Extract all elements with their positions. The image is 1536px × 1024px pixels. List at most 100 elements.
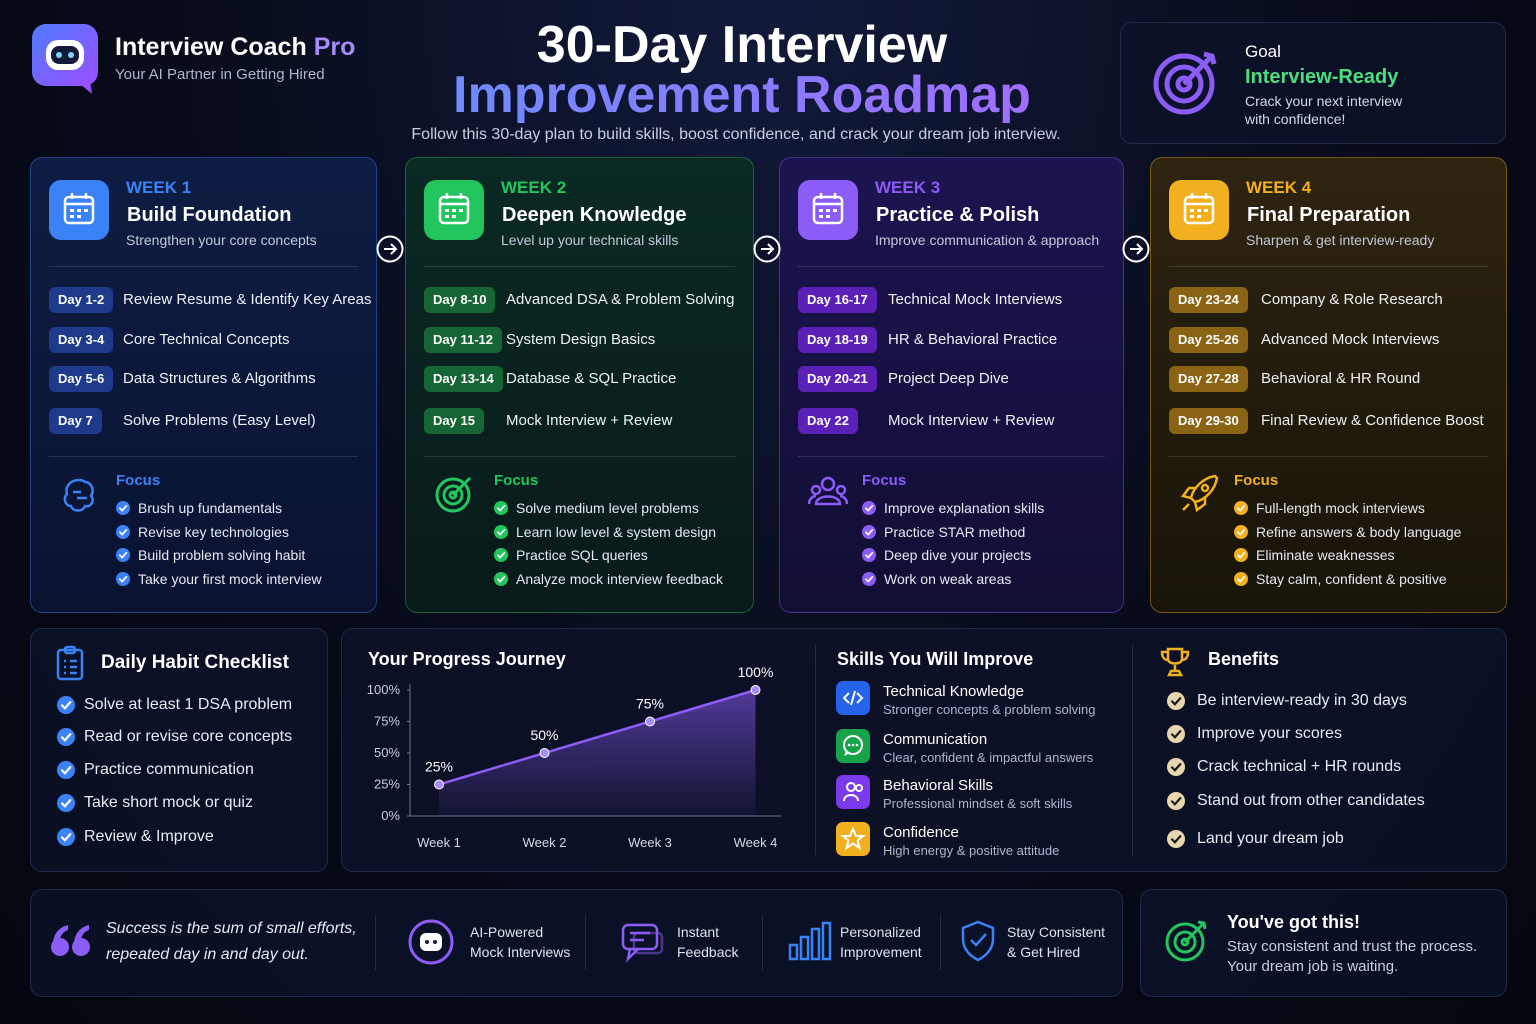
focus-icon-part-part [435,476,472,513]
focus-icon-part-part-part [435,477,471,513]
check [1167,758,1185,776]
day-task: Mock Interview + Review [888,412,1055,429]
quote-icon-part [51,925,90,956]
footer-box [30,889,1123,997]
checklist-item: Review & Improve [84,828,214,845]
cta-text: Stay consistent and trust the process. [1227,938,1478,955]
focus-check-part [494,548,508,562]
focus-check-part [116,548,130,562]
feature-text: Improvement [840,944,922,960]
arrow-part [376,235,404,263]
arrow [376,235,404,263]
checklist-item: Practice communication [84,761,254,778]
focus-check-part [1234,548,1248,562]
title-line2: Improvement Roadmap [392,64,1092,126]
week-subtitle: Strengthen your core concepts [126,232,317,248]
day-task: Project Deep Dive [888,370,1009,387]
trophy-icon [1158,645,1192,679]
cta-text: Your dream job is waiting. [1227,958,1399,975]
logo-part [32,24,98,94]
week-title: Build Foundation [127,204,292,226]
feature-icon-part-part [621,923,664,963]
focus-check-part-part [865,528,874,536]
cta-box [1140,889,1507,997]
week-icon-part-part [445,209,463,218]
week-icon-part-part-part [452,215,456,218]
day-task: Solve Problems (Easy Level) [123,412,316,429]
focus-check [862,501,876,515]
week-title: Deepen Knowledge [502,204,687,226]
focus-check-part-part [1234,548,1248,562]
focus-check-part-part [1234,572,1248,586]
focus-check-part-part [862,501,876,515]
divider [798,456,1105,457]
focus-check [862,525,876,539]
check-part-part [57,696,75,714]
focus-item: Deep dive your projects [884,547,1032,563]
line [438,688,756,786]
feature-icon [408,919,454,965]
focus-icon-part [435,476,472,513]
feature-icon-part-part-part [799,935,810,961]
goal-icon-part-part-part [1182,51,1217,86]
check-part [1167,692,1185,710]
skill-desc: Clear, confident & impactful answers [883,750,1094,765]
feature-icon [620,919,666,965]
week-icon-part-part-part [826,209,830,212]
check [1167,792,1185,810]
check-part [1167,758,1185,776]
focus-check [494,525,508,539]
skill-icon-part [836,681,870,715]
skill-icon-part-part [840,826,866,851]
day-pill: Day 3-4 [49,327,114,353]
week-icon-part-part-part [1197,215,1201,218]
week-icon-part-part-part [77,209,81,212]
week-icon-part-part [70,209,88,218]
focus-check-part-part [494,525,508,539]
divider [815,645,816,855]
focus-item: Build problem solving habit [138,547,306,563]
x-tick-label: Week 3 [628,835,672,850]
check-part-part [1167,792,1185,810]
arrow-part [753,235,781,263]
focus-check [116,525,130,539]
divider [424,456,735,457]
divider [940,915,941,970]
feature-icon-part-part [961,920,995,962]
feature-icon-part-part-part [821,921,832,961]
feature-text: Mock Interviews [470,944,571,960]
focus-check-part-part [116,501,130,515]
focus-check-part [862,572,876,586]
week-icon-part-part-part [826,215,830,218]
week-icon-part-part-part [1190,209,1194,212]
check-part [57,828,75,846]
week-label: WEEK 4 [1246,178,1312,197]
week-icon-part [1169,180,1229,240]
focus-icon-part-part-part [835,484,847,496]
focus-icon-part-part-part [448,490,458,500]
focus-icon-part-part-part [807,494,849,505]
y-tick-label: 50% [374,745,400,760]
feature-icon [786,919,832,965]
feature-icon-part [788,921,832,961]
check-part [1167,830,1185,848]
focus-check-part-part [119,504,128,512]
feature-icon-part-part [420,933,442,951]
focus-check-part-part [494,548,508,562]
focus-icon [807,474,849,514]
focus-check-part [1234,572,1248,586]
checklist-icon [55,645,85,681]
focus-check-part-part [1237,528,1246,536]
checklist-box [30,628,328,872]
skill-icon [836,775,870,809]
feature-icon-part [961,920,995,962]
arrow [1122,235,1150,263]
focus-item: Refine answers & body language [1256,524,1462,540]
focus-check-part-part [1237,551,1246,559]
week-icon-part-part-part [819,215,823,218]
focus-check-part [494,572,508,586]
week-icon-part-part-part [1197,209,1201,212]
feature-icon-part-part-part [621,923,659,951]
skill-icon [836,729,870,763]
focus-icon [59,474,99,514]
